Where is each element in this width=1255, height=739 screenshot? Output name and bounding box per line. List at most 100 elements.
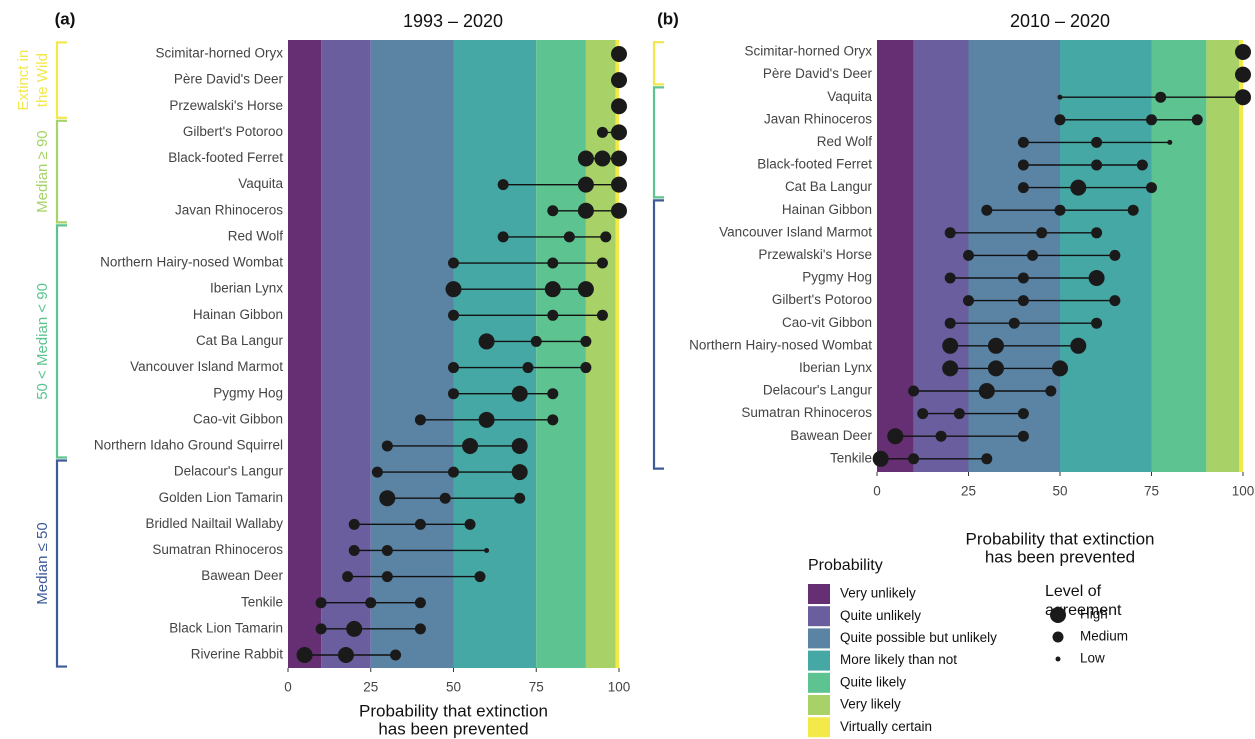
legend-swatch (808, 628, 830, 649)
probability-band (370, 40, 454, 668)
estimate-dot (1008, 317, 1020, 329)
category-label: Cao-vit Gibbon (782, 315, 872, 330)
estimate-dot (1109, 249, 1121, 261)
estimate-dot (987, 337, 1004, 354)
x-tick-label: 25 (961, 484, 976, 499)
legend-swatch (808, 584, 830, 604)
legend-label: Quite likely (840, 674, 906, 689)
legend-label: Medium (1080, 629, 1128, 644)
legend-label: Virtually certain (840, 719, 932, 734)
estimate-dot (1155, 91, 1167, 103)
category-label: Red Wolf (817, 134, 873, 149)
estimate-dot (414, 518, 426, 530)
estimate-dot (1191, 114, 1203, 126)
panel-label: (a) (55, 9, 76, 28)
legend-swatch (808, 695, 830, 715)
estimate-dot (497, 231, 509, 243)
legend-label: Very unlikely (840, 586, 916, 601)
probability-band (321, 40, 371, 668)
probability-band (1239, 40, 1243, 472)
estimate-dot (414, 623, 426, 635)
probability-band (288, 40, 322, 668)
probability-band (615, 40, 619, 668)
category-label: Scimitar-horned Oryx (155, 46, 283, 61)
probability-band (536, 40, 586, 668)
estimate-dot (511, 385, 528, 402)
estimate-dot (1091, 159, 1103, 171)
legend-label: Quite unlikely (840, 608, 921, 623)
x-tick-label: 0 (284, 680, 292, 695)
group-bracket (55, 459, 67, 668)
estimate-dot (963, 295, 974, 307)
estimate-dot (596, 309, 608, 321)
estimate-dot (1017, 136, 1029, 148)
group-bracket (55, 119, 67, 224)
x-tick-label: 50 (1052, 484, 1067, 499)
estimate-dot (596, 126, 608, 138)
estimate-dot (497, 179, 509, 191)
category-label: Bawean Deer (790, 428, 872, 443)
estimate-dot (1017, 159, 1029, 171)
estimate-dot (594, 150, 611, 167)
category-label: Black-footed Ferret (168, 150, 283, 165)
estimate-dot (1070, 179, 1087, 196)
category-label: Black Lion Tamarin (169, 620, 283, 635)
legend-label: Quite possible but unlikely (840, 630, 997, 645)
estimate-dot (474, 571, 486, 583)
estimate-dot (484, 547, 490, 553)
category-label: Pygmy Hog (213, 385, 283, 400)
estimate-dot (1017, 408, 1029, 420)
category-label: Golden Lion Tamarin (159, 490, 283, 505)
x-axis-title: Probability that extinction (359, 701, 548, 720)
probability-band (913, 40, 969, 472)
category-label: Cao-vit Gibbon (193, 411, 283, 426)
estimate-dot (448, 388, 459, 400)
estimate-dot (1091, 136, 1103, 148)
category-label: Hainan Gibbon (782, 202, 872, 217)
estimate-dot (315, 623, 327, 635)
estimate-dot (611, 46, 627, 62)
category-label: Sumatran Rhinoceros (741, 405, 872, 420)
category-label: Northern Idaho Ground Squirrel (94, 438, 283, 453)
estimate-dot (1136, 159, 1148, 171)
estimate-dot (611, 176, 627, 193)
probability-band (453, 40, 537, 668)
category-label: Vaquita (238, 176, 283, 191)
estimate-dot (872, 450, 889, 467)
estimate-dot (337, 646, 354, 663)
category-label: Javan Rhinoceros (175, 202, 283, 217)
category-label: Vancouver Island Marmot (130, 359, 283, 374)
category-label: Tenkile (830, 450, 872, 465)
category-label: Sumatran Rhinoceros (152, 542, 283, 557)
estimate-dot (379, 490, 396, 507)
estimate-dot (530, 335, 542, 347)
estimate-dot (1027, 249, 1039, 261)
group-bracket (55, 41, 67, 119)
estimate-dot (1167, 139, 1173, 145)
category-label: Delacour's Langur (174, 464, 284, 479)
category-label: Gilbert's Potoroo (772, 292, 872, 307)
probability-band (877, 40, 914, 472)
group-label: 50 < Median < 90 (34, 283, 51, 400)
estimate-dot (1127, 204, 1139, 216)
estimate-dot (1070, 337, 1087, 354)
category-label: Bridled Nailtail Wallaby (145, 516, 283, 531)
estimate-dot (935, 430, 947, 442)
estimate-dot (1091, 227, 1103, 239)
category-label: Tenkile (241, 594, 283, 609)
group-label: the Wild (34, 53, 51, 107)
estimate-dot (944, 272, 956, 284)
estimate-dot (1054, 114, 1066, 126)
category-label: Vaquita (827, 89, 872, 104)
estimate-dot (381, 440, 393, 452)
estimate-dot (514, 492, 526, 504)
probability-band (585, 40, 616, 668)
estimate-dot (348, 518, 360, 530)
probability-band (1151, 40, 1207, 472)
estimate-dot (580, 362, 592, 374)
estimate-dot (1052, 360, 1068, 377)
x-tick-label: 75 (529, 680, 544, 695)
category-label: Northern Hairy-nosed Wombat (100, 255, 283, 270)
legend-swatch (808, 650, 830, 671)
